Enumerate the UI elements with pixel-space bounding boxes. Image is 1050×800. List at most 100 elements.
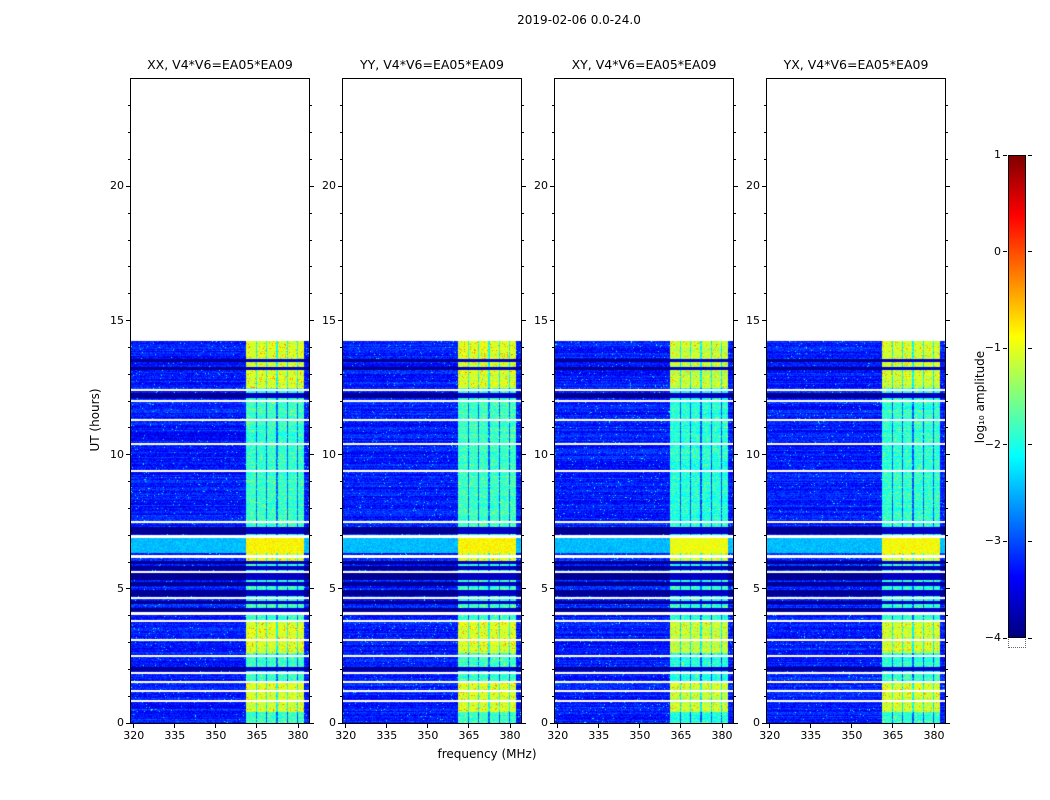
y-minor-tick [946,266,948,268]
y-minor-tick [522,561,524,563]
y-minor-tick [734,239,736,241]
y-minor-tick [310,615,312,617]
y-minor-tick [522,105,524,107]
x-tick-label: 350 [417,729,439,742]
y-tick-label: 0 [753,716,760,729]
x-tick-label: 350 [629,729,651,742]
y-tick [126,185,130,187]
panel-YY: YY, V4*V6=EA05*EA09 0 5 10 15 20 320 335 350 365 3… [322,57,526,742]
y-tick [338,722,342,724]
y-tick [550,320,554,321]
colorbar-tick-label: −2 [984,437,1001,451]
y-minor-tick [522,668,524,670]
y-tick-label: 5 [117,581,124,595]
y-minor-tick [310,400,312,402]
y-minor-tick [552,561,554,563]
y-minor-tick [946,373,948,375]
y-minor-tick [340,481,342,482]
y-minor-tick [946,105,948,107]
y-minor-tick [128,212,130,214]
colorbar-tick-label: −3 [984,534,1001,548]
y-minor-tick [128,293,130,295]
y-minor-tick [764,400,766,402]
y-minor-tick [552,507,554,509]
colorbar-tick [1003,347,1007,349]
x-tick-label: 380 [499,729,521,742]
y-minor-tick [522,159,524,160]
y-minor-tick [764,212,766,214]
x-tick-label: 365 [458,729,480,742]
y-minor-tick [946,481,948,482]
y-minor-tick [522,695,524,697]
y-tick [522,185,526,187]
colorbar-tick [1028,637,1032,639]
y-tick [310,588,314,590]
y-minor-tick [310,105,312,107]
y-minor-tick [946,427,948,429]
y-tick [126,588,130,590]
y-minor-tick [128,400,130,402]
x-tick [933,724,935,728]
x-tick [215,724,217,728]
waterfall-canvas-XY [555,79,733,723]
y-minor-tick [764,668,766,670]
y-minor-tick [764,642,766,643]
y-minor-tick [552,427,554,429]
y-minor-tick [128,132,130,134]
colorbar-tick [1028,154,1032,156]
y-minor-tick [522,481,524,482]
y-minor-tick [340,642,342,643]
y-minor-tick [552,293,554,295]
y-tick-label: 20 [746,179,760,193]
y-minor-tick [946,642,948,643]
y-tick [946,320,950,321]
x-tick-label: 350 [841,729,863,742]
colorbar-gradient [1009,156,1025,637]
y-minor-tick [340,266,342,268]
panel-title-XX: XX, V4*V6=EA05*EA09 [147,57,293,72]
y-minor-tick [764,481,766,482]
y-minor-tick [946,507,948,509]
x-tick [256,724,258,728]
y-tick [126,722,130,724]
y-minor-tick [310,481,312,482]
y-minor-tick [734,427,736,429]
waterfall-canvas-YY [343,79,521,723]
y-minor-tick [340,159,342,160]
colorbar-tick-label: 1 [994,148,1001,161]
x-tick-label: 380 [923,729,945,742]
x-tick [509,724,511,728]
y-tick-label: 20 [110,179,124,193]
y-minor-tick [552,642,554,643]
y-minor-tick [764,561,766,563]
colorbar-tick [1003,540,1007,542]
y-tick [310,722,314,724]
y-minor-tick [764,105,766,107]
y-tick [522,320,526,321]
y-minor-tick [552,481,554,482]
y-minor-tick [128,507,130,509]
y-tick-label: 10 [322,447,336,461]
y-tick [522,588,526,590]
x-tick [345,724,347,728]
y-minor-tick [764,695,766,697]
y-minor-tick [734,695,736,697]
y-minor-tick [310,642,312,643]
colorbar-extend [1008,639,1026,648]
y-minor-tick [522,615,524,617]
y-minor-tick [522,266,524,268]
y-axis-label: UT (hours) [88,388,102,452]
y-minor-tick [310,346,312,348]
y-minor-tick [734,105,736,107]
colorbar-tick [1003,637,1007,639]
y-tick [310,185,314,187]
colorbar-label: log₁₀ amplitude [973,350,987,444]
y-minor-tick [764,293,766,295]
y-tick [550,588,554,590]
y-tick [946,454,950,456]
colorbar-tick-label: 0 [994,244,1001,258]
colorbar-tick [1003,154,1007,156]
y-minor-tick [128,615,130,617]
y-minor-tick [946,400,948,402]
y-minor-tick [310,507,312,509]
